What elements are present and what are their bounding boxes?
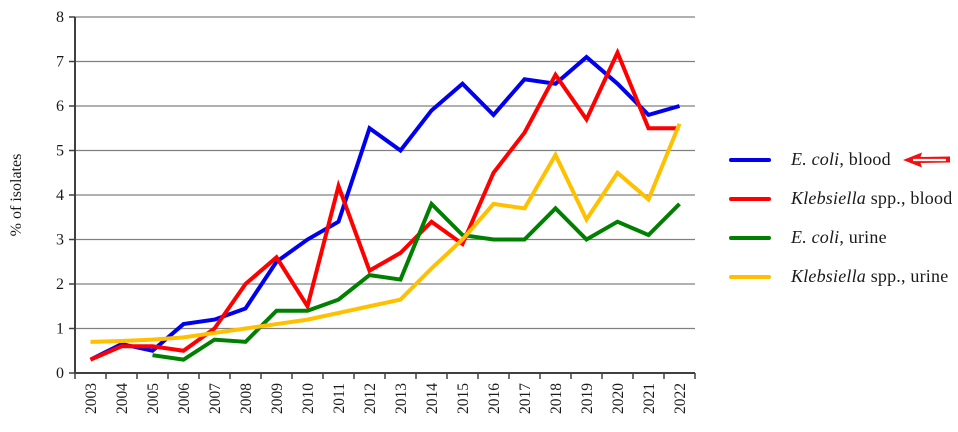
x-tick-label: 2004 [114,383,131,414]
y-tick-label: 3 [56,232,64,249]
legend-label: E. coli, urine [791,227,887,248]
y-axis-title: % of isolates [8,154,25,237]
x-tick-label: 2007 [207,383,224,414]
legend-swatch-line [729,235,771,240]
x-tick-label: 2009 [269,383,286,414]
highlight-arrow-icon [902,152,950,167]
x-tick-label: 2010 [300,383,317,414]
series-line-klebsiella-spp-urine [90,123,682,344]
legend-swatch-line [729,196,771,201]
x-tick-label: 2005 [145,383,162,414]
x-tick-label: 2011 [331,383,348,413]
chart-legend: E. coli, blood Klebsiella spp., blood E. c… [729,140,953,296]
x-tick-label: 2021 [641,383,658,414]
legend-item-e-coli-urine: E. coli, urine [729,218,953,257]
series-line-klebsiella-spp-blood [89,47,680,362]
x-tick-label: 2012 [362,383,379,414]
legend-item-klebsiella-spp-blood: Klebsiella spp., blood [729,179,953,218]
y-tick-label: 1 [56,321,64,338]
legend-label-rest: , blood [839,149,891,169]
y-tick-label: 5 [56,143,64,160]
series-line-e-coli-blood [89,54,681,362]
legend-label-rest: spp., blood [866,188,953,208]
legend-item-e-coli-blood: E. coli, blood [729,140,953,179]
x-tick-label: 2008 [238,383,255,414]
legend-item-klebsiella-spp-urine: Klebsiella spp., urine [729,257,953,296]
legend-label: E. coli, blood [791,149,891,170]
y-tick-label: 7 [56,54,64,71]
legend-genus-italic: E. coli [791,149,840,169]
x-tick-label: 2020 [610,383,627,414]
x-tick-label: 2018 [548,383,565,414]
x-tick-label: 2022 [672,383,689,414]
x-tick-label: 2016 [486,383,503,414]
y-tick-label: 2 [56,276,64,293]
legend-genus-italic: Klebsiella [791,188,866,208]
series-line-e-coli-urine [152,200,681,362]
legend-swatch-line [729,157,771,162]
legend-label-rest: spp., urine [866,266,949,286]
x-tick-label: 2014 [424,383,441,414]
x-tick-label: 2015 [455,383,472,414]
legend-genus-italic: E. coli [791,227,840,247]
legend-label: Klebsiella spp., urine [791,266,948,287]
legend-label-rest: , urine [839,227,887,247]
x-tick-label: 2003 [83,383,100,414]
y-tick-label: 8 [56,9,64,26]
y-tick-label: 6 [56,98,64,115]
y-tick-label: 0 [56,365,64,382]
x-tick-label: 2017 [517,383,534,414]
x-tick-label: 2013 [393,383,410,414]
x-tick-label: 2006 [176,383,193,414]
legend-swatch-line [729,274,771,279]
legend-genus-italic: Klebsiella [791,266,866,286]
legend-label: Klebsiella spp., blood [791,188,952,209]
x-tick-label: 2019 [579,383,596,414]
y-tick-label: 4 [56,187,64,204]
